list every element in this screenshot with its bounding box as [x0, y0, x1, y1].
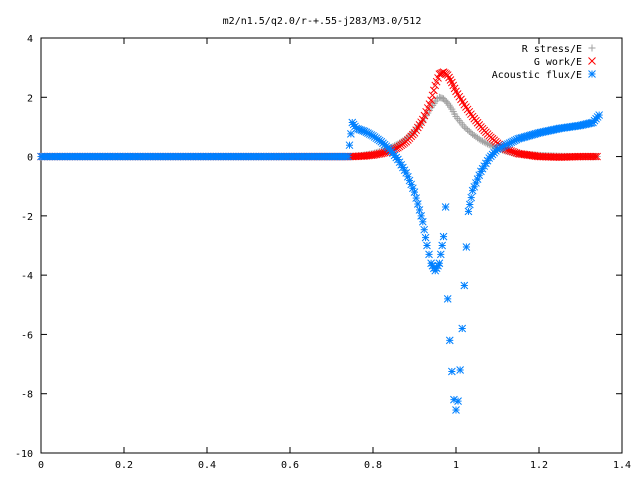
x-tick-label: 0.8 [364, 460, 382, 471]
data-point [374, 150, 382, 159]
data-point [443, 71, 452, 79]
data-point [443, 295, 452, 303]
x-tick-label: 0.2 [115, 460, 133, 471]
series-g-work-e [37, 68, 601, 162]
data-point [445, 336, 454, 345]
data-point [345, 141, 354, 150]
plot-frame [40, 37, 623, 454]
data-point [421, 233, 430, 242]
x-tick-label: 1 [453, 460, 459, 471]
data-point [450, 395, 458, 404]
data-point [484, 140, 492, 148]
data-point [420, 111, 429, 120]
data-point [447, 367, 456, 376]
legend-label: Acoustic flux/E [492, 70, 582, 81]
data-point [462, 103, 470, 111]
y-tick-label: -2 [21, 212, 33, 223]
data-point [464, 126, 472, 134]
data-point [446, 76, 455, 84]
legend-label: G work/E [534, 57, 582, 68]
data-point [464, 207, 473, 216]
data-point [479, 137, 487, 145]
data-point [470, 182, 479, 191]
data-point [595, 111, 604, 119]
data-point [408, 184, 417, 193]
data-point [435, 259, 444, 268]
y-tick-label: -4 [21, 271, 33, 282]
data-point [589, 152, 598, 161]
series-r-stress-e [37, 93, 601, 161]
data-point [417, 212, 425, 220]
data-point [436, 250, 445, 259]
data-point [591, 152, 600, 161]
data-point [427, 96, 435, 105]
data-point [452, 406, 460, 414]
data-point [467, 110, 475, 119]
data-point [430, 86, 438, 95]
legend-marker [588, 70, 596, 78]
data-point [439, 232, 448, 241]
data-point [460, 123, 468, 131]
x-tick-label: 0 [38, 460, 44, 471]
data-point [467, 193, 476, 202]
data-point [465, 200, 474, 209]
data-point [425, 100, 434, 108]
data-point [423, 104, 432, 112]
data-point [422, 107, 430, 116]
data-point [456, 366, 465, 374]
data-point [344, 152, 352, 161]
legend-marker [588, 57, 596, 65]
data-point [482, 139, 490, 147]
legend-label: R stress/E [522, 44, 582, 55]
y-tick-label: 0 [27, 153, 33, 164]
data-point [462, 124, 470, 132]
chart-title: m2/n1.5/q2.0/r-+.55-j283/M3.0/512 [223, 16, 422, 27]
data-point [415, 206, 424, 214]
data-point [441, 203, 450, 211]
data-point [480, 138, 488, 146]
series-layer [37, 68, 604, 414]
series-acoustic-flux-e [37, 111, 604, 414]
x-tick-label: 1.2 [530, 460, 548, 471]
data-point [477, 136, 485, 144]
data-point [462, 243, 471, 251]
data-point [395, 158, 404, 167]
data-point [423, 241, 431, 250]
data-point [347, 129, 355, 138]
data-point [463, 105, 472, 114]
y-tick-label: -6 [21, 330, 33, 341]
data-point [458, 324, 467, 333]
x-tick-label: 0.6 [281, 460, 299, 471]
data-point [418, 217, 427, 226]
data-point [420, 225, 429, 234]
y-tick-label: -10 [15, 449, 33, 460]
data-point [465, 107, 474, 116]
legend-marker [588, 44, 596, 52]
data-point [418, 115, 427, 124]
data-point [412, 194, 421, 202]
data-point [465, 127, 473, 135]
plot-axes: 0 0.2 0.4 0.6 0.8 1 1.2 1.4 4 2 0 -2 -4 -6 -8 -10 [15, 34, 631, 471]
x-tick-label: 1.4 [613, 460, 631, 471]
data-point [593, 152, 601, 161]
y-tick-label: 4 [27, 34, 33, 45]
data-point [438, 241, 447, 250]
y-tick-label: -8 [21, 390, 33, 401]
legend: R stress/E G work/E Acoustic flux/E [492, 44, 596, 81]
data-point [413, 200, 422, 208]
data-point [454, 397, 462, 405]
x-tick-label: 0.4 [198, 460, 216, 471]
data-point [425, 250, 433, 259]
data-point [445, 73, 453, 82]
y-tick-label: 2 [27, 93, 33, 104]
data-point [428, 91, 437, 100]
data-point [460, 281, 469, 290]
data-point [410, 188, 419, 196]
